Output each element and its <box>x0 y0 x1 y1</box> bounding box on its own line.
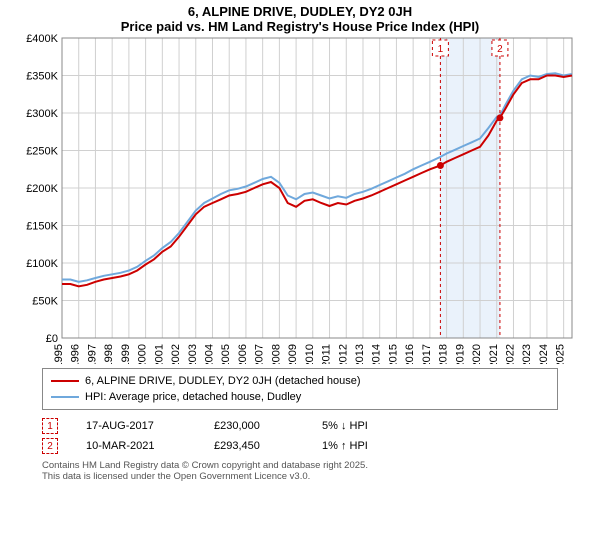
marker-delta-1: 5% ↓ HPI <box>322 420 422 432</box>
marker-table: 1 17-AUG-2017 £230,000 5% ↓ HPI 2 10-MAR… <box>42 416 558 456</box>
legend-label-blue: HPI: Average price, detached house, Dudl… <box>85 391 301 403</box>
legend-label-red: 6, ALPINE DRIVE, DUDLEY, DY2 0JH (detach… <box>85 375 361 387</box>
marker-price-1: £230,000 <box>214 420 294 432</box>
svg-text:£350K: £350K <box>26 71 58 83</box>
legend-swatch-blue <box>51 396 79 398</box>
svg-text:2013: 2013 <box>354 344 366 364</box>
svg-text:1995: 1995 <box>53 344 65 364</box>
marker-badge-2: 2 <box>42 438 58 454</box>
marker-badge-1: 1 <box>42 418 58 434</box>
svg-text:2018: 2018 <box>438 344 450 364</box>
svg-text:2003: 2003 <box>187 344 199 364</box>
svg-text:2024: 2024 <box>538 344 550 364</box>
svg-text:2000: 2000 <box>137 344 149 364</box>
svg-text:£200K: £200K <box>26 183 58 195</box>
marker-date-1: 17-AUG-2017 <box>86 420 186 432</box>
svg-text:2016: 2016 <box>404 344 416 364</box>
svg-text:2021: 2021 <box>488 344 500 364</box>
svg-text:2002: 2002 <box>170 344 182 364</box>
marker-date-2: 10-MAR-2021 <box>86 440 186 452</box>
svg-text:£250K: £250K <box>26 146 58 158</box>
title-subtitle: Price paid vs. HM Land Registry's House … <box>0 19 600 34</box>
svg-text:2010: 2010 <box>304 344 316 364</box>
svg-text:1999: 1999 <box>120 344 132 364</box>
svg-text:2014: 2014 <box>371 344 383 364</box>
svg-text:2017: 2017 <box>421 344 433 364</box>
svg-text:2015: 2015 <box>387 344 399 364</box>
svg-text:2005: 2005 <box>220 344 232 364</box>
svg-text:2022: 2022 <box>504 344 516 364</box>
svg-text:2007: 2007 <box>254 344 266 364</box>
svg-text:£0: £0 <box>46 333 58 345</box>
marker-row-2: 2 10-MAR-2021 £293,450 1% ↑ HPI <box>42 436 558 456</box>
svg-text:2001: 2001 <box>153 344 165 364</box>
marker-delta-2: 1% ↑ HPI <box>322 440 422 452</box>
svg-text:2011: 2011 <box>321 344 333 364</box>
footer-line1: Contains HM Land Registry data © Crown c… <box>42 460 558 471</box>
svg-text:£100K: £100K <box>26 258 58 270</box>
footer-line2: This data is licensed under the Open Gov… <box>42 471 558 482</box>
svg-text:2012: 2012 <box>337 344 349 364</box>
svg-text:2019: 2019 <box>454 344 466 364</box>
svg-text:2006: 2006 <box>237 344 249 364</box>
marker-row-1: 1 17-AUG-2017 £230,000 5% ↓ HPI <box>42 416 558 436</box>
svg-text:£150K: £150K <box>26 221 58 233</box>
svg-text:1997: 1997 <box>86 344 98 364</box>
svg-text:2020: 2020 <box>471 344 483 364</box>
footer: Contains HM Land Registry data © Crown c… <box>42 460 558 482</box>
svg-text:2004: 2004 <box>203 344 215 364</box>
title-address: 6, ALPINE DRIVE, DUDLEY, DY2 0JH <box>0 4 600 19</box>
svg-text:1998: 1998 <box>103 344 115 364</box>
svg-text:2009: 2009 <box>287 344 299 364</box>
svg-text:£300K: £300K <box>26 108 58 120</box>
svg-text:2025: 2025 <box>555 344 567 364</box>
legend-swatch-red <box>51 380 79 382</box>
legend: 6, ALPINE DRIVE, DUDLEY, DY2 0JH (detach… <box>42 368 558 410</box>
svg-text:£50K: £50K <box>32 296 58 308</box>
svg-text:1996: 1996 <box>70 344 82 364</box>
svg-text:2023: 2023 <box>521 344 533 364</box>
svg-text:1: 1 <box>438 44 444 55</box>
price-chart: £0 £50K £100K £150K £200K £250K £300K £350K £400… <box>20 34 580 364</box>
svg-text:£400K: £400K <box>26 34 58 45</box>
svg-text:2008: 2008 <box>270 344 282 364</box>
marker-price-2: £293,450 <box>214 440 294 452</box>
svg-text:2: 2 <box>497 44 503 55</box>
